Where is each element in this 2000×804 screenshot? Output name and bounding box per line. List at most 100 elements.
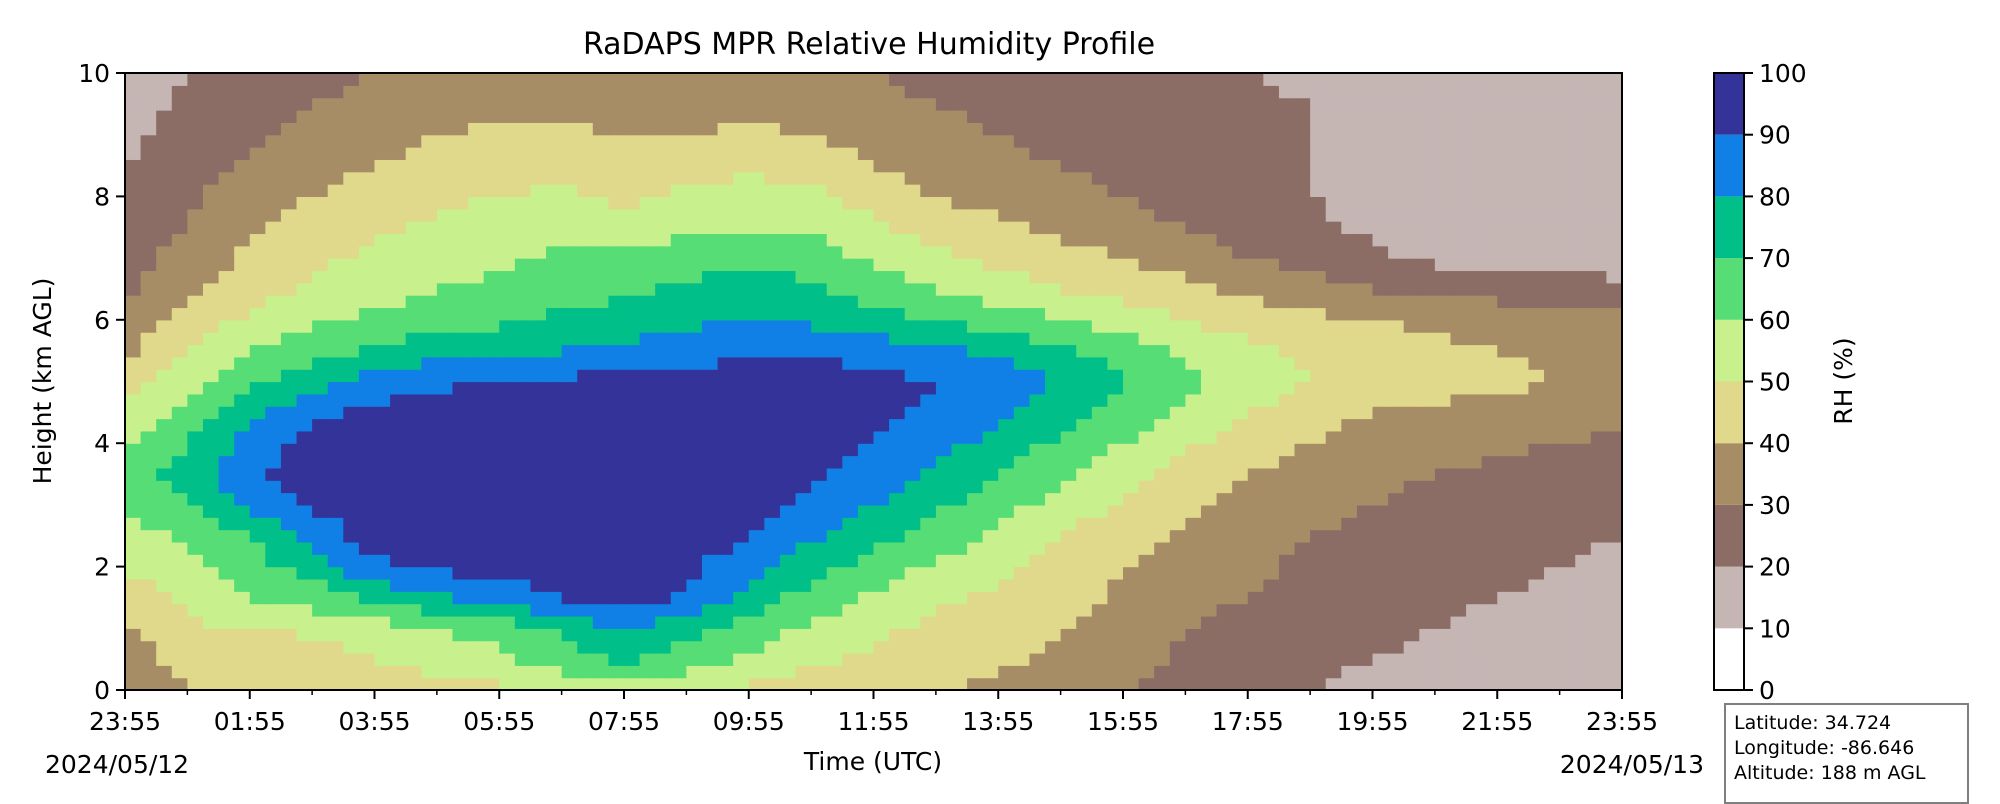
rh-contour-cell: [764, 492, 781, 506]
rh-contour-cell: [421, 628, 438, 642]
rh-contour-cell: [1372, 381, 1389, 395]
rh-contour-cell: [1278, 492, 1296, 506]
rh-contour-cell: [1590, 134, 1607, 148]
rh-contour-cell: [1575, 270, 1592, 284]
rh-contour-cell: [1450, 381, 1467, 395]
rh-contour-cell: [1263, 554, 1280, 568]
rh-contour-cell: [530, 467, 547, 481]
rh-contour-cell: [1029, 603, 1046, 617]
rh-contour-cell: [483, 566, 500, 580]
rh-contour-cell: [358, 628, 376, 642]
rh-contour-cell: [249, 221, 266, 235]
rh-contour-cell: [686, 171, 703, 185]
rh-contour-cell: [795, 504, 812, 518]
rh-contour-cell: [280, 184, 298, 197]
rh-contour-cell: [857, 356, 875, 370]
rh-contour-cell: [1481, 184, 1498, 197]
rh-contour-cell: [779, 467, 797, 481]
rh-contour-cell: [624, 529, 641, 543]
rh-contour-cell: [187, 85, 204, 99]
rh-contour-cell: [187, 615, 204, 629]
rh-contour-cell: [1263, 492, 1280, 506]
rh-contour-cell: [748, 443, 765, 457]
rh-contour-cell: [499, 270, 516, 284]
rh-contour-cell: [1278, 295, 1296, 309]
rh-contour-cell: [577, 628, 594, 642]
rh-contour-cell: [639, 258, 656, 272]
rh-contour-cell: [140, 529, 157, 543]
rh-contour-cell: [1575, 615, 1592, 629]
rh-contour-cell: [655, 208, 672, 222]
colorbar-tick-label: 0: [1759, 676, 1775, 705]
rh-contour-cell: [1544, 455, 1561, 469]
rh-contour-cell: [514, 529, 532, 543]
rh-contour-cell: [249, 344, 266, 358]
rh-contour-cell: [1107, 393, 1124, 407]
rh-contour-cell: [967, 319, 984, 333]
rh-contour-cell: [1512, 393, 1530, 407]
rh-contour-cell: [468, 554, 485, 568]
rh-contour-cell: [1606, 73, 1622, 86]
rh-contour-cell: [842, 221, 859, 235]
rh-contour-cell: [483, 134, 500, 148]
rh-contour-cell: [561, 110, 578, 123]
rh-contour-cell: [1263, 652, 1280, 666]
rh-contour-cell: [811, 221, 828, 235]
rh-contour-cell: [1045, 492, 1062, 506]
rh-contour-cell: [202, 504, 220, 518]
rh-contour-cell: [1278, 307, 1296, 321]
rh-contour-cell: [1341, 480, 1358, 494]
rh-contour-cell: [779, 591, 797, 605]
rh-contour-cell: [1481, 603, 1498, 617]
rh-contour-cell: [280, 628, 298, 642]
rh-contour-cell: [1544, 270, 1561, 284]
rh-contour-cell: [639, 665, 656, 679]
rh-contour-cell: [1091, 233, 1108, 247]
rh-contour-cell: [343, 677, 360, 690]
rh-contour-cell: [592, 443, 609, 457]
rh-contour-cell: [1138, 406, 1155, 420]
rh-contour-cell: [140, 245, 157, 259]
rh-contour-cell: [390, 110, 407, 123]
rh-contour-cell: [530, 504, 547, 518]
rh-contour-cell: [218, 443, 235, 457]
rh-contour-cell: [1481, 369, 1498, 383]
rh-contour-cell: [234, 245, 251, 259]
rh-contour-cell: [779, 159, 797, 173]
rh-contour-cell: [1356, 307, 1374, 321]
rh-contour-cell: [499, 134, 516, 148]
rh-contour-cell: [670, 529, 687, 543]
rh-contour-cell: [483, 356, 500, 370]
rh-contour-cell: [546, 356, 563, 370]
rh-contour-cell: [1247, 184, 1264, 197]
rh-contour-cell: [312, 443, 329, 457]
rh-contour-cell: [296, 603, 313, 617]
rh-contour-cell: [1107, 455, 1124, 469]
rh-contour-cell: [639, 221, 656, 235]
rh-contour-cell: [514, 578, 532, 592]
rh-contour-cell: [1091, 369, 1108, 383]
rh-contour-cell: [1029, 665, 1046, 679]
rh-contour-cell: [624, 652, 641, 666]
rh-contour-cell: [1481, 480, 1498, 494]
rh-contour-cell: [1076, 233, 1093, 247]
colorbar-swatch: [1714, 443, 1744, 505]
rh-contour-cell: [171, 541, 188, 555]
rh-contour-cell: [1388, 393, 1405, 407]
rh-contour-cell: [125, 430, 142, 444]
rh-contour-cell: [374, 270, 391, 284]
rh-contour-cell: [1294, 430, 1311, 444]
rh-contour-cell: [499, 319, 516, 333]
rh-contour-cell: [951, 97, 968, 111]
rh-contour-cell: [967, 652, 984, 666]
rh-contour-cell: [920, 665, 937, 679]
rh-contour-cell: [1481, 566, 1498, 580]
rh-contour-cell: [1216, 591, 1233, 605]
rh-contour-cell: [873, 381, 890, 395]
rh-contour-cell: [1403, 319, 1420, 333]
rh-contour-cell: [530, 578, 547, 592]
rh-contour-cell: [1060, 381, 1077, 395]
rh-contour-cell: [686, 492, 703, 506]
rh-contour-cell: [1294, 492, 1311, 506]
rh-contour-cell: [1528, 529, 1545, 543]
